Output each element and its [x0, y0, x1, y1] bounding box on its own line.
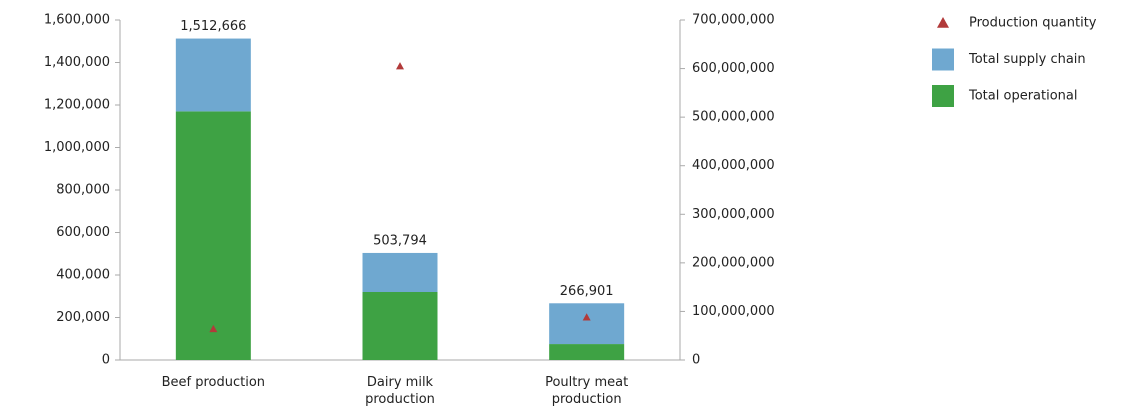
- total-label: 1,512,666: [180, 19, 246, 34]
- point: [582, 313, 591, 321]
- y-tick-label: 400,000: [56, 268, 110, 283]
- legend-label: Production quantity: [969, 16, 1097, 31]
- y-tick-label: 800,000: [56, 183, 110, 198]
- y-tick-label: 600,000: [56, 225, 110, 240]
- legend-marker: [932, 85, 954, 107]
- legend-label: Total operational: [968, 89, 1078, 104]
- x-tick-label: Poultry meat production: [545, 375, 629, 407]
- y2-tick-label: 600,000,000: [692, 61, 775, 76]
- point: [209, 324, 218, 333]
- y2-tick-label: 0: [692, 353, 700, 368]
- x-tick-label: Beef production: [161, 375, 266, 390]
- total-label: 503,794: [373, 233, 427, 248]
- bar: [362, 252, 438, 292]
- y-tick-label: 1,600,000: [44, 13, 110, 28]
- bar: [549, 303, 625, 345]
- x-tick-label-box: Dairy milk production: [365, 375, 435, 407]
- y-tick-label: 200,000: [56, 310, 110, 325]
- legend-marker: [932, 48, 954, 71]
- x-tick-label-box: Poultry meat production: [545, 375, 629, 407]
- total-label: 266,901: [560, 284, 614, 299]
- legend-label: Total supply chain: [968, 52, 1086, 67]
- bar: [175, 38, 251, 112]
- y2-tick-label: 200,000,000: [692, 255, 775, 270]
- y2-tick-label: 300,000,000: [692, 207, 775, 222]
- bar: [175, 111, 251, 360]
- x-tick-label-box: Beef production: [161, 375, 266, 390]
- bar: [362, 292, 438, 360]
- legend-marker: [937, 17, 949, 28]
- y2-tick-label: 700,000,000: [692, 13, 775, 28]
- bar: [549, 344, 625, 360]
- x-tick-label: Dairy milk production: [365, 375, 435, 407]
- y-tick-label: 1,000,000: [44, 140, 110, 155]
- y2-tick-label: 400,000,000: [692, 158, 775, 173]
- y2-tick-label: 500,000,000: [692, 110, 775, 125]
- y-tick-label: 1,200,000: [44, 98, 110, 113]
- y-tick-label: 0: [102, 353, 110, 368]
- point: [396, 62, 404, 70]
- y2-tick-label: 100,000,000: [692, 304, 775, 319]
- y-tick-label: 1,400,000: [44, 55, 110, 70]
